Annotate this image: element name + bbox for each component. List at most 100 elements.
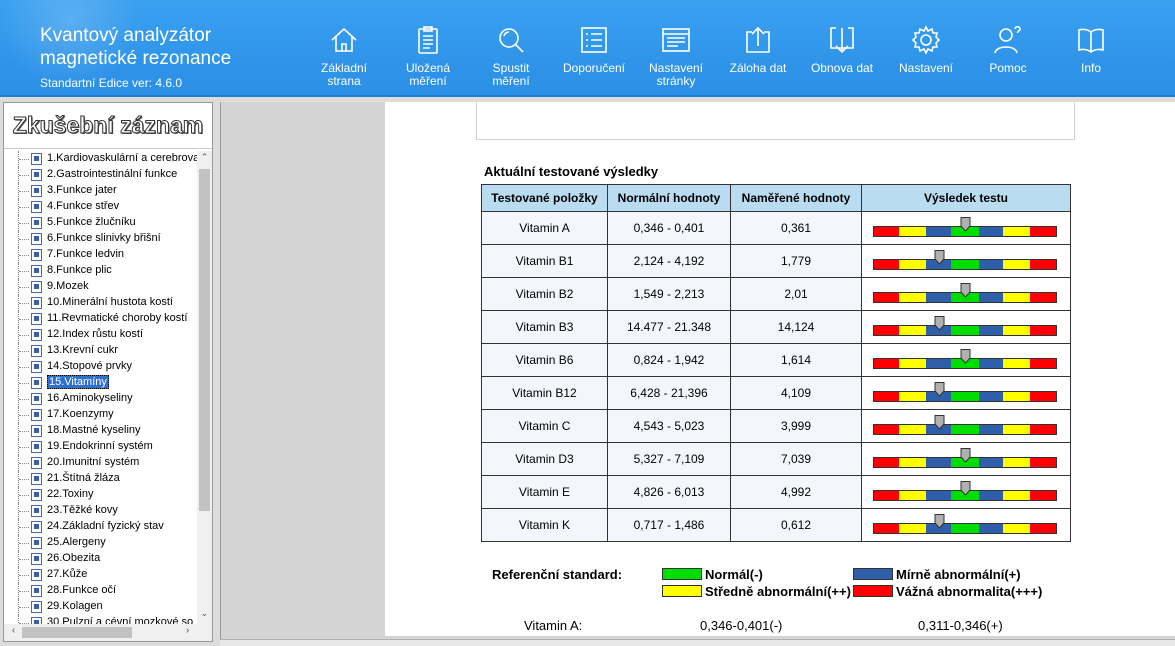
nav-backup-button[interactable]: Záloha dat <box>724 0 792 97</box>
nav-recommendation-button[interactable]: Doporučení <box>558 0 630 97</box>
tree-item[interactable]: 25.Alergeny <box>4 535 197 551</box>
document-icon <box>31 473 42 485</box>
tree-connector <box>19 319 29 320</box>
gauge-segment <box>1030 458 1057 467</box>
app-title-line1: Kvantový analyzátor <box>40 25 212 46</box>
bottom-edge <box>220 639 1175 646</box>
tree-item[interactable]: 16.Aminokyseliny <box>4 391 197 407</box>
scroll-up-icon[interactable]: ⌃ <box>200 152 209 162</box>
tree-item[interactable]: 29.Kolagen <box>4 599 197 615</box>
tree-item[interactable]: 12.Index růstu kostí <box>4 327 197 343</box>
tree-item[interactable]: 21.Štítná žláza <box>4 471 197 487</box>
gauge-segment <box>898 392 927 401</box>
tree-item-label: 13.Krevní cukr <box>47 344 118 356</box>
tree-connector <box>19 351 29 352</box>
tree-connector <box>19 415 29 416</box>
nav-start-measurement-button[interactable]: Spustit měření <box>483 0 539 97</box>
item-name: Vitamin B1 <box>481 244 608 278</box>
clipboard-icon <box>418 26 438 54</box>
tree-item-label: 9.Mozek <box>47 280 89 292</box>
nav-page-settings-button[interactable]: Nastavení stránky <box>645 0 707 97</box>
document-icon <box>31 153 42 165</box>
result-gauge-cell <box>861 442 1071 476</box>
result-gauge-cell <box>861 277 1071 311</box>
tree-item[interactable]: 4.Funkce střev <box>4 199 197 215</box>
legend-label-mild: Mírně abnormální(+) <box>896 567 1021 582</box>
scroll-left-icon[interactable]: ‹ <box>11 625 16 636</box>
nav-home-button[interactable]: Základní strana <box>315 0 373 97</box>
result-row: Vitamin B12 6,428 - 21,396 4,109 <box>481 376 1071 410</box>
tree-item[interactable]: 14.Stopové prvky <box>4 359 197 375</box>
tree-item[interactable]: 3.Funkce jater <box>4 183 197 199</box>
document-icon <box>31 265 42 277</box>
measured-value: 4,109 <box>730 376 862 410</box>
tree-item[interactable]: 24.Základní fyzický stav <box>4 519 197 535</box>
tree-connector <box>19 383 29 384</box>
tree-item[interactable]: 5.Funkce žlučníku <box>4 215 197 231</box>
measured-value: 4,992 <box>730 475 862 509</box>
tree-item[interactable]: 30.Pulzní a cévní mozkové so <box>4 615 197 624</box>
scroll-down-icon[interactable]: ⌄ <box>200 608 209 618</box>
scroll-thumb[interactable] <box>199 169 210 511</box>
tree-item[interactable]: 6.Funkce slinivky břišní <box>4 231 197 247</box>
tree-item[interactable]: 2.Gastrointestinální funkce <box>4 167 197 183</box>
tree-horizontal-scrollbar[interactable]: ‹ › <box>4 624 212 641</box>
hscroll-thumb[interactable] <box>22 627 132 638</box>
tree-item[interactable]: 13.Krevní cukr <box>4 343 197 359</box>
tree-item-label: 7.Funkce ledvin <box>47 248 125 260</box>
tree-item[interactable]: 28.Funkce očí <box>4 583 197 599</box>
nav-restore-button[interactable]: Obnova dat <box>806 0 878 97</box>
tree-item-label: 11.Revmatické choroby kostí <box>47 312 188 324</box>
tree-line <box>18 343 19 359</box>
item-name: Vitamin B3 <box>481 310 608 344</box>
tree-item[interactable]: 8.Funkce plic <box>4 263 197 279</box>
tree-connector <box>19 367 29 368</box>
gauge-segment <box>898 260 927 269</box>
nav-help-button[interactable]: Pomoc <box>980 0 1036 97</box>
tree-connector <box>19 175 29 176</box>
gauge-segment <box>898 359 927 368</box>
tree-vertical-scrollbar[interactable]: ⌃ ⌄ <box>197 151 212 624</box>
tree-connector <box>19 511 29 512</box>
tree-item-label: 27.Kůže <box>47 568 88 580</box>
gauge-segment <box>874 524 899 533</box>
tree-item[interactable]: 17.Koenzymy <box>4 407 197 423</box>
tree-item[interactable]: 9.Mozek <box>4 279 197 295</box>
document-icon <box>31 217 42 229</box>
tree-item[interactable]: 11.Revmatické choroby kostí <box>4 311 197 327</box>
document-icon <box>31 617 42 624</box>
scroll-right-icon[interactable]: › <box>185 625 190 636</box>
tree-connector <box>19 575 29 576</box>
tree-line <box>18 455 19 471</box>
normal-range: 5,327 - 7,109 <box>607 442 731 476</box>
nav-settings-button[interactable]: Nastavení <box>893 0 959 97</box>
document-icon <box>31 169 42 181</box>
home-icon <box>331 27 357 52</box>
nav-saved-measurements-button[interactable]: Uložená měření <box>398 0 458 97</box>
tree-item[interactable]: 20.Imunitní systém <box>4 455 197 471</box>
tree-line <box>18 407 19 423</box>
tree-connector <box>19 191 29 192</box>
tree-item[interactable]: 18.Mastné kyseliny <box>4 423 197 439</box>
tree-connector <box>19 479 29 480</box>
tree-item[interactable]: 10.Minerální hustota kostí <box>4 295 197 311</box>
normal-range: 0,717 - 1,486 <box>607 508 731 542</box>
tree-item[interactable]: 22.Toxiny <box>4 487 197 503</box>
nav-settings-label: Nastavení <box>898 61 954 75</box>
tree-item[interactable]: 26.Obezita <box>4 551 197 567</box>
tree-item[interactable]: 7.Funkce ledvin <box>4 247 197 263</box>
tree-item[interactable]: 19.Endokrinní systém <box>4 439 197 455</box>
gauge-segment <box>926 425 952 434</box>
tree-item[interactable]: 15.Vitamíny <box>4 375 197 391</box>
result-row: Vitamin E 4,826 - 6,013 4,992 <box>481 475 1071 509</box>
legend-swatch-normal <box>662 568 702 580</box>
tree-item-label: 5.Funkce žlučníku <box>47 216 136 228</box>
item-name: Vitamin D3 <box>481 442 608 476</box>
tree-item[interactable]: 1.Kardiovaskulární a cerebrova <box>4 151 197 167</box>
tree-line <box>18 183 19 199</box>
tree-connector <box>19 623 29 624</box>
tree-item[interactable]: 27.Kůže <box>4 567 197 583</box>
tree-item[interactable]: 23.Těžké kovy <box>4 503 197 519</box>
nav-info-button[interactable]: Info <box>1068 0 1114 97</box>
app-header: Kvantový analyzátor magnetické rezonance… <box>0 0 1175 97</box>
